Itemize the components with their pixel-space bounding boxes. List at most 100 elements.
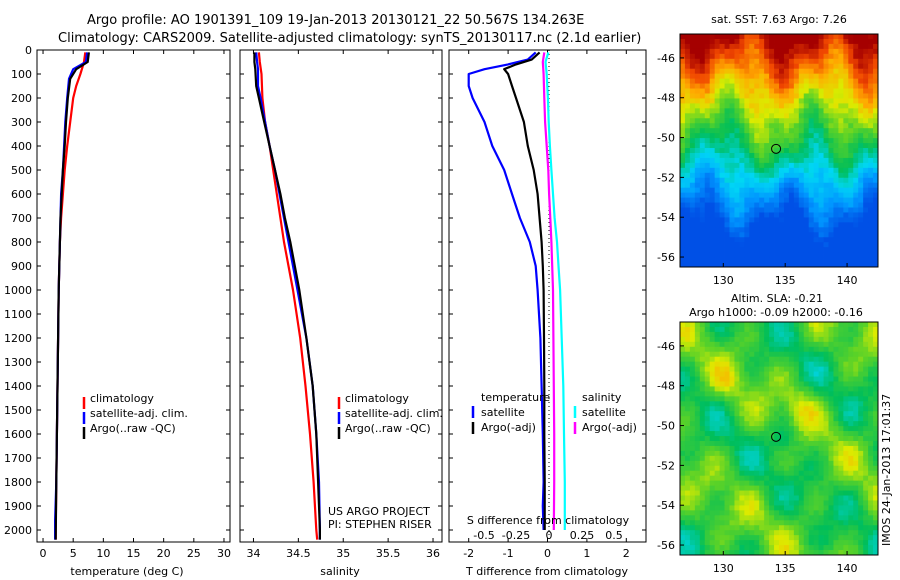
heatmap-cell: [734, 68, 740, 75]
heatmap-cell: [774, 346, 780, 353]
heatmap-cell: [764, 416, 770, 422]
heatmap-cell: [704, 505, 711, 511]
heatmap-cell: [774, 212, 780, 218]
heatmap-cell: [798, 237, 805, 243]
heatmap-cell: [774, 128, 780, 134]
heatmap-cell: [863, 545, 869, 551]
legend-label-satellite: satellite-adj. clim.: [345, 407, 443, 420]
heatmap-cell: [838, 371, 844, 377]
heatmap-cell: [838, 381, 844, 387]
heatmap-cell: [709, 48, 716, 55]
heatmap-cell: [828, 207, 834, 213]
heatmap-cell: [774, 361, 780, 368]
heatmap-cell: [729, 396, 735, 402]
heatmap-cell: [863, 113, 869, 119]
heatmap-cell: [774, 242, 780, 248]
heatmap-cell: [704, 252, 711, 258]
heatmap-cell: [788, 172, 795, 179]
heatmap-cell: [749, 376, 755, 382]
heatmap-cell: [833, 113, 839, 119]
heatmap-cell: [729, 520, 735, 526]
heatmap-cell: [709, 237, 716, 243]
heatmap-cell: [694, 192, 701, 198]
heatmap-cell: [699, 411, 706, 417]
heatmap-cell: [843, 490, 849, 496]
heatmap-cell: [744, 505, 750, 511]
heatmap-cell: [719, 515, 725, 521]
heatmap-cell: [823, 212, 829, 218]
heatmap-cell: [813, 262, 819, 268]
heatmap-cell: [694, 470, 701, 477]
heatmap-cell: [680, 68, 686, 75]
heatmap-cell: [813, 38, 819, 45]
heatmap-cell: [704, 222, 711, 228]
heatmap-cell: [759, 371, 765, 377]
heatmap-cell: [798, 391, 805, 397]
heatmap-cell: [863, 495, 869, 501]
heatmap-cell: [798, 436, 805, 442]
heatmap-cell: [754, 217, 760, 223]
heatmap-cell: [803, 138, 810, 144]
heatmap-cell: [868, 421, 874, 427]
heatmap-cell: [788, 500, 795, 506]
heatmap-cell: [724, 247, 730, 253]
heatmap-cell: [734, 78, 740, 84]
heatmap-cell: [863, 505, 869, 511]
heatmap-cell: [694, 103, 701, 109]
heatmap-cell: [868, 38, 874, 45]
heatmap-cell: [779, 162, 785, 169]
heatmap-cell: [699, 480, 706, 486]
argo-location-marker: [771, 143, 782, 154]
heatmap-cell: [744, 167, 750, 174]
heatmap-cell: [863, 376, 869, 382]
heatmap-cell: [788, 515, 795, 521]
heatmap-cell: [848, 257, 854, 263]
heatmap-cell: [848, 212, 854, 218]
heatmap-cell: [858, 128, 864, 134]
heatmap-cell: [803, 118, 810, 124]
sla-map-title: Altim. SLA: -0.21: [731, 292, 823, 305]
heatmap-cell: [759, 436, 765, 442]
heatmap-cell: [848, 157, 854, 164]
heatmap-cell: [823, 485, 829, 491]
heatmap-cell: [858, 217, 864, 223]
heatmap-cell: [749, 252, 755, 258]
heatmap-cell: [769, 460, 775, 467]
imos-timestamp: IMOS 24-Jan-2013 17:01:37: [880, 394, 893, 546]
heatmap-cell: [873, 157, 879, 164]
heatmap-cell: [788, 207, 795, 213]
heatmap-cell: [774, 440, 780, 447]
heatmap-cell: [833, 103, 839, 109]
heatmap-cell: [823, 445, 829, 452]
heatmap-cell: [774, 252, 780, 258]
heatmap-cell: [704, 322, 711, 328]
heatmap-cell: [769, 63, 775, 70]
heatmap-cell: [848, 480, 854, 486]
heatmap-cell: [853, 123, 859, 129]
heatmap-cell: [684, 470, 691, 477]
heatmap-cell: [719, 530, 725, 536]
heatmap-cell: [724, 401, 730, 407]
heatmap-cell: [798, 222, 805, 228]
heatmap-cell: [863, 237, 869, 243]
heatmap-cell: [813, 396, 819, 402]
heatmap-cell: [783, 227, 790, 233]
heatmap-cell: [719, 34, 725, 40]
heatmap-cell: [714, 396, 720, 402]
heatmap-cell: [863, 88, 869, 94]
heatmap-cell: [754, 485, 760, 491]
heatmap-cell: [739, 133, 745, 139]
heatmap-cell: [680, 148, 686, 154]
s-difference-xlabel: S difference from climatology: [467, 514, 630, 527]
heatmap-cell: [783, 38, 790, 45]
heatmap-cell: [779, 128, 785, 134]
heatmap-cell: [739, 167, 745, 174]
heatmap-cell: [714, 172, 720, 179]
heatmap-cell: [783, 381, 790, 387]
heatmap-cell: [823, 366, 829, 372]
heatmap-cell: [739, 217, 745, 223]
heatmap-cell: [868, 426, 874, 432]
heatmap-cell: [689, 222, 696, 228]
heatmap-cell: [734, 535, 740, 541]
heatmap-cell: [779, 217, 785, 223]
